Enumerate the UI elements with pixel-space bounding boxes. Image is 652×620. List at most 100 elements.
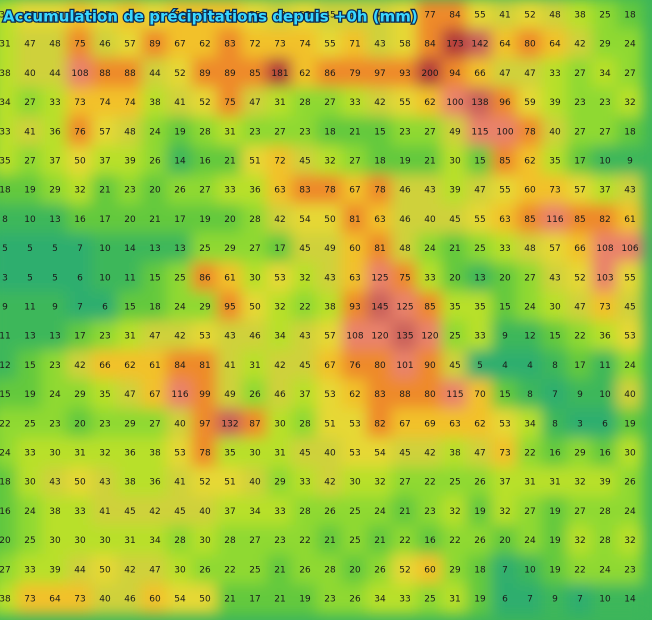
precip-cell xyxy=(466,583,494,615)
precip-value: 66 xyxy=(474,69,486,79)
precip-cell xyxy=(166,583,194,615)
precip-cell xyxy=(341,408,369,440)
precip-cell xyxy=(41,408,69,440)
precip-cell xyxy=(16,408,44,440)
precip-cell xyxy=(141,57,169,89)
precip-value: 30 xyxy=(49,449,61,459)
precip-value: 31 xyxy=(449,595,460,605)
precip-cell xyxy=(366,408,394,440)
precip-cell xyxy=(366,437,394,469)
precip-value: 25 xyxy=(449,478,460,488)
precip-value: 15 xyxy=(149,273,160,283)
precip-value: 71 xyxy=(349,40,360,50)
precip-cell xyxy=(316,57,344,89)
precip-cell xyxy=(366,291,394,323)
precip-cell xyxy=(266,28,294,60)
precip-cell xyxy=(191,233,219,265)
precip-cell xyxy=(266,291,294,323)
precip-cell xyxy=(16,379,44,411)
precip-value: 20 xyxy=(149,186,161,196)
precip-value: 58 xyxy=(399,40,411,50)
precip-value: 27 xyxy=(249,244,260,254)
precip-value: 27 xyxy=(24,157,35,167)
precip-value: 33 xyxy=(424,273,435,283)
precip-value: 17 xyxy=(174,215,185,225)
precip-cell xyxy=(41,28,69,60)
precip-cell xyxy=(541,379,569,411)
precip-cell xyxy=(591,408,619,440)
precip-cell xyxy=(0,203,19,235)
precip-cell xyxy=(566,291,594,323)
precip-cell xyxy=(216,0,244,31)
precip-value: 43 xyxy=(299,332,310,342)
precip-cell xyxy=(366,116,394,148)
precip-cell xyxy=(0,87,19,119)
precip-cell xyxy=(441,495,469,527)
precip-cell xyxy=(366,203,394,235)
precip-value: 33 xyxy=(274,507,285,517)
precip-cell xyxy=(366,145,394,177)
precip-cell xyxy=(241,466,269,498)
precip-cell xyxy=(341,495,369,527)
precip-value: 120 xyxy=(371,332,388,342)
precip-cell xyxy=(416,554,444,586)
precip-cell xyxy=(591,320,619,352)
precip-cell xyxy=(616,116,644,148)
precip-value: 40 xyxy=(624,390,636,400)
precip-value: 33 xyxy=(299,478,310,488)
precip-cell xyxy=(491,57,519,89)
precip-cell xyxy=(216,525,244,557)
precip-cell xyxy=(416,116,444,148)
precip-value: 9 xyxy=(627,157,633,167)
precip-cell xyxy=(191,525,219,557)
precip-cell xyxy=(166,203,194,235)
precip-cell xyxy=(566,320,594,352)
precip-value: 36 xyxy=(249,186,261,196)
precip-value: 73 xyxy=(74,98,85,108)
precip-cell xyxy=(216,203,244,235)
precip-cell xyxy=(491,408,519,440)
precip-value: 34 xyxy=(249,507,261,517)
precip-value: 42 xyxy=(274,215,285,225)
precip-cell xyxy=(466,408,494,440)
precip-cell xyxy=(316,525,344,557)
precip-value: 60 xyxy=(149,595,161,605)
precip-cell xyxy=(216,408,244,440)
precip-cell xyxy=(241,291,269,323)
precip-cell xyxy=(566,437,594,469)
precip-cell xyxy=(341,466,369,498)
precip-cell xyxy=(441,233,469,265)
precip-value: 10 xyxy=(99,244,111,254)
precip-value: 28 xyxy=(199,127,211,137)
precip-value: 24 xyxy=(49,390,61,400)
precip-value: 6 xyxy=(102,303,108,313)
precip-cell xyxy=(566,0,594,31)
precip-value: 12 xyxy=(524,332,535,342)
precip-cell xyxy=(66,145,94,177)
precip-value: 47 xyxy=(474,449,485,459)
precip-cell xyxy=(0,379,19,411)
precip-cell xyxy=(516,0,544,31)
precip-value: 19 xyxy=(474,507,486,517)
precip-value: 5 xyxy=(2,244,8,254)
precip-value: 18 xyxy=(624,11,636,21)
precip-value: 47 xyxy=(474,186,485,196)
precip-value: 41 xyxy=(174,478,185,488)
precip-cell xyxy=(566,145,594,177)
precip-cell xyxy=(541,262,569,294)
precip-value: 60 xyxy=(524,186,536,196)
precip-cell xyxy=(466,116,494,148)
precip-value: 9 xyxy=(502,332,508,342)
precip-cell xyxy=(41,320,69,352)
precip-cell xyxy=(416,291,444,323)
precip-cell xyxy=(41,495,69,527)
precip-value: 53 xyxy=(349,449,360,459)
precip-cell xyxy=(141,87,169,119)
precip-value: 173 xyxy=(446,40,463,50)
precip-value: 28 xyxy=(599,507,611,517)
precip-value: 16 xyxy=(424,536,436,546)
precip-cell xyxy=(291,28,319,60)
precip-value: 7 xyxy=(527,595,533,605)
precip-value: 42 xyxy=(374,98,385,108)
